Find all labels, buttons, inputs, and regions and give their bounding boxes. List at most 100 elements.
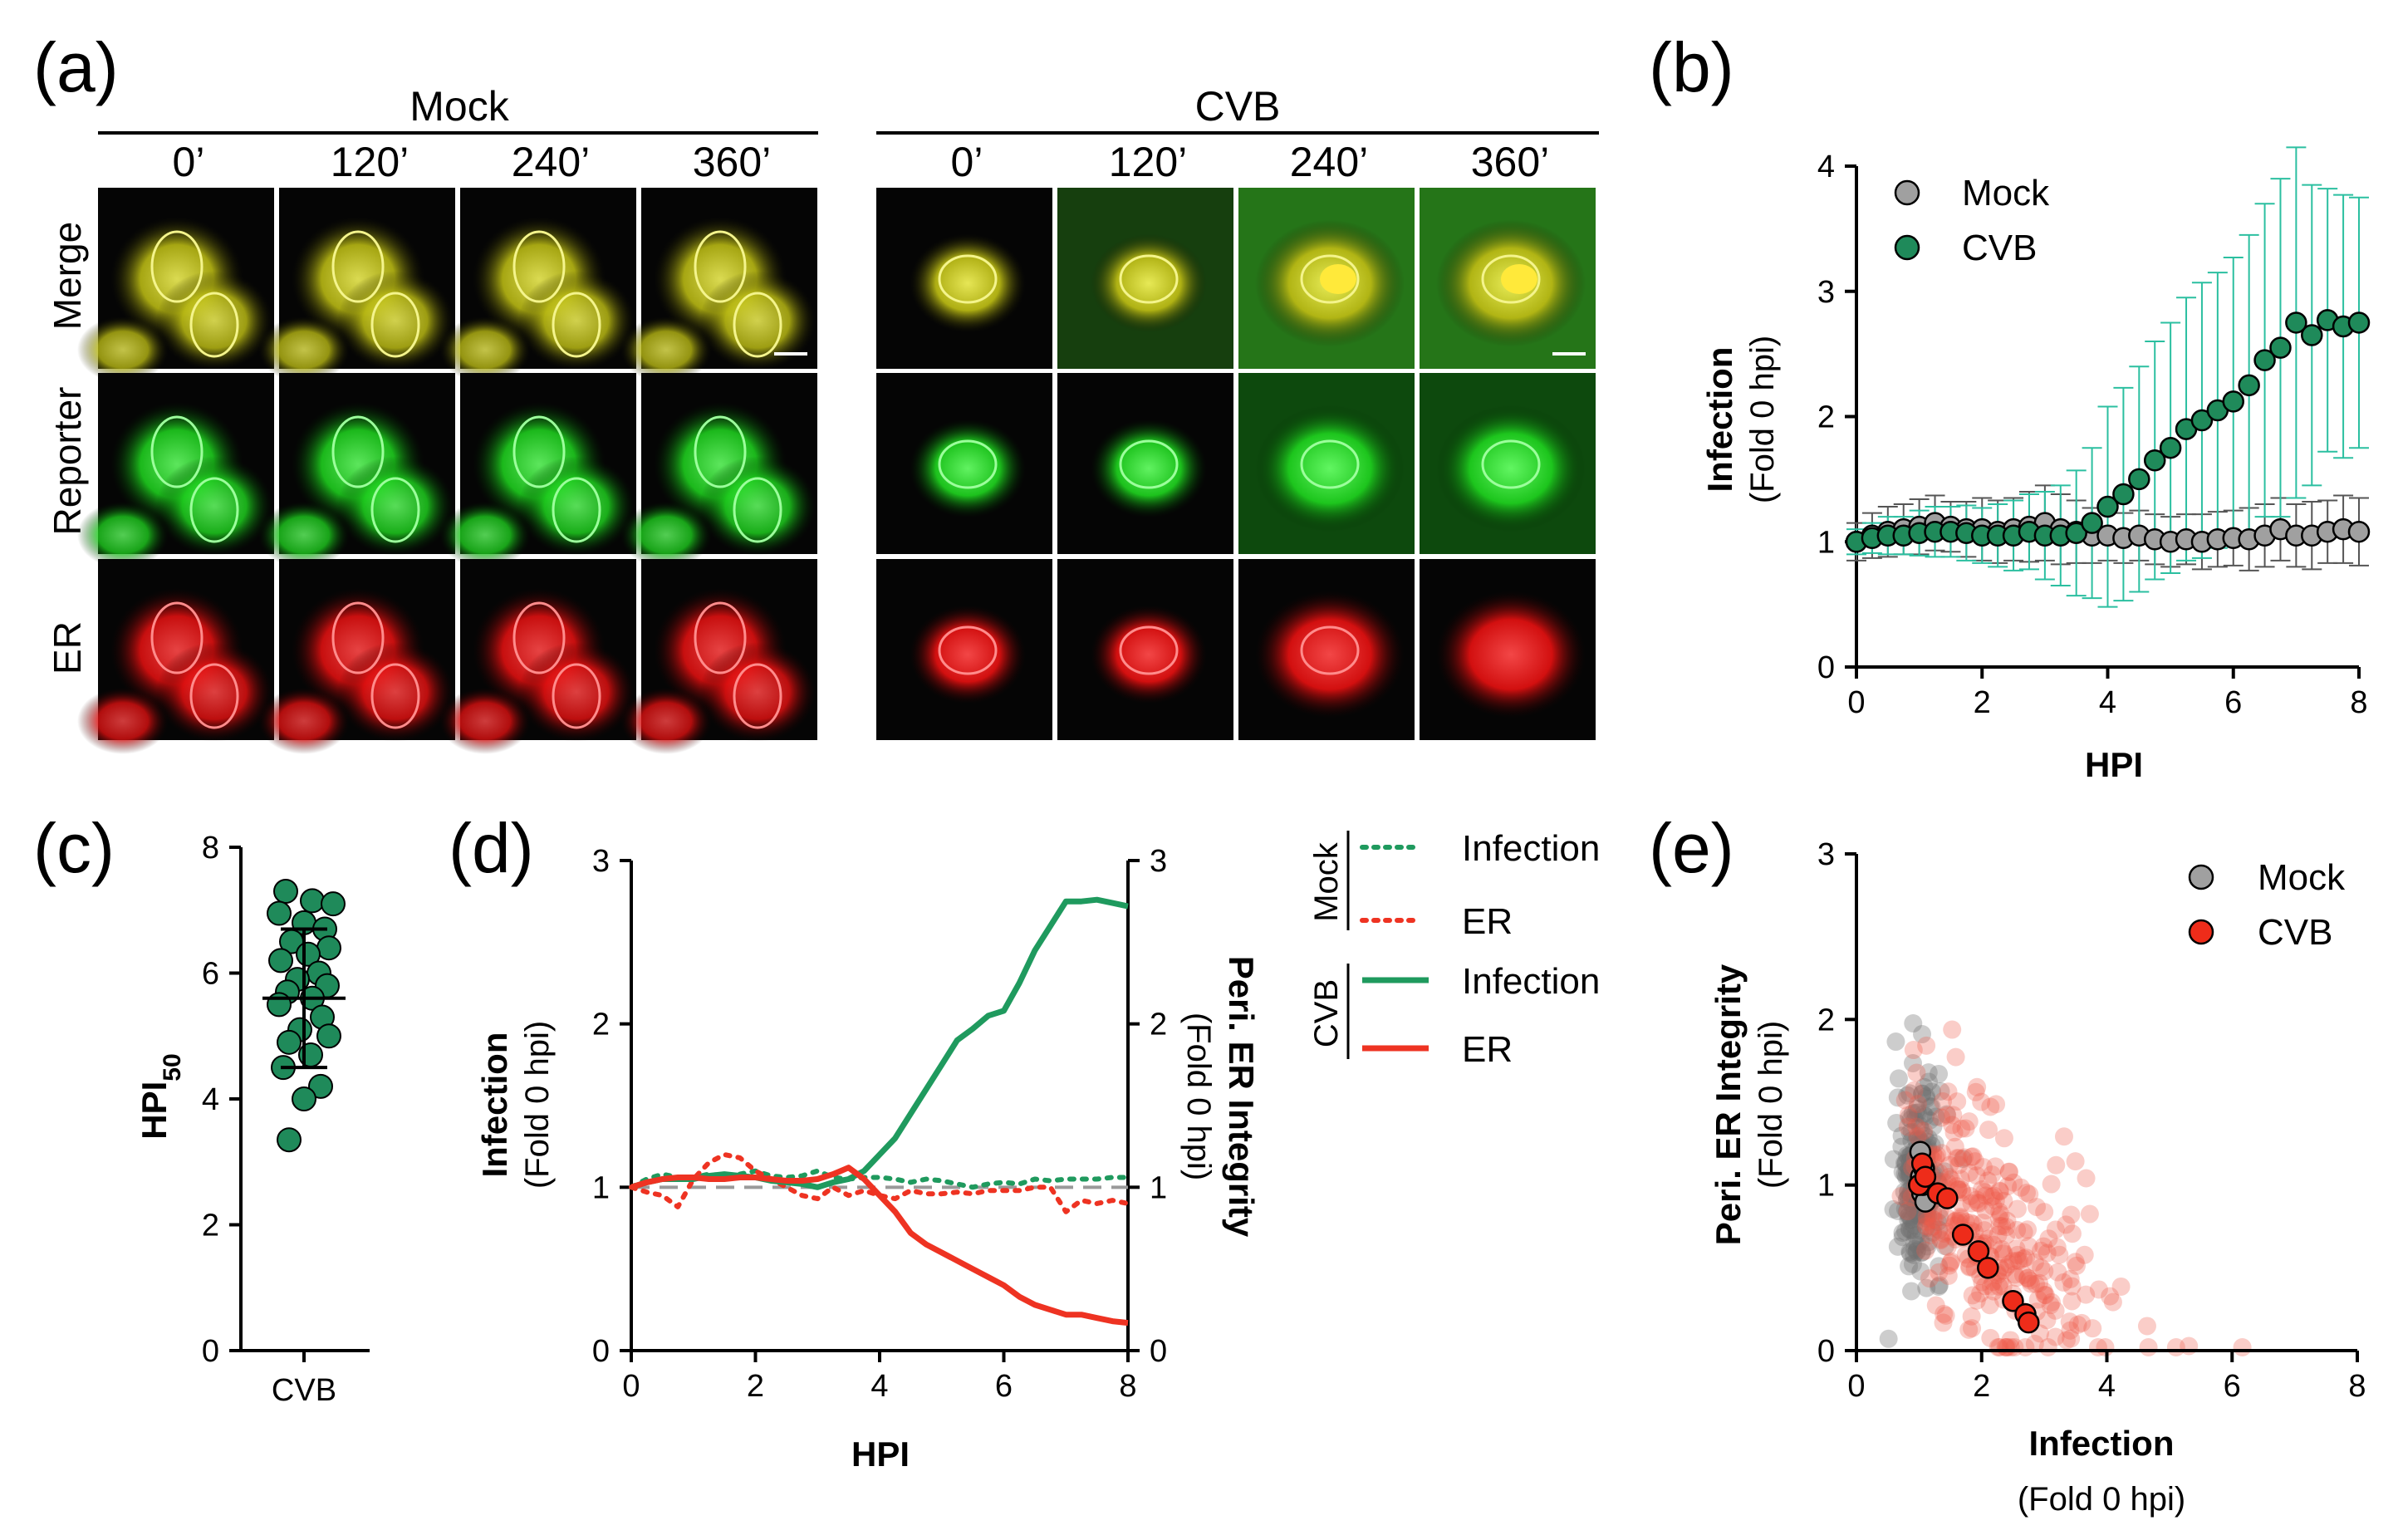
e-cell-point (1939, 1082, 1958, 1101)
e-cell-point (2038, 1311, 2057, 1330)
e-cell-point (2008, 1245, 2028, 1264)
e-cell-point (1924, 1217, 1943, 1236)
e-cell-point (1979, 1121, 1998, 1140)
nucleus-outline (938, 439, 998, 489)
e-cell-point (1896, 1154, 1915, 1173)
micrograph-tile-r1-c3 (620, 373, 817, 568)
b-x-tick-label: 2 (1974, 685, 1991, 720)
e-cell-point (1895, 1222, 1915, 1241)
e-cell-point (2025, 1334, 2044, 1353)
e-cell-point (1913, 1084, 1932, 1103)
d-legend-group-cvb: CVB (1308, 979, 1345, 1047)
e-cell-point (1903, 1254, 1922, 1273)
e-cell-point (2101, 1287, 2120, 1306)
micrograph-tile-r0-c2 (439, 188, 636, 383)
e-cell-point (1926, 1296, 1945, 1315)
c-y-tick-label: 0 (202, 1334, 219, 1369)
e-cell-point (1905, 1233, 1924, 1252)
e-cell-point (1892, 1137, 1911, 1156)
d-legend-cvb-er: ER (1462, 1029, 1513, 1070)
e-legend-marker-mock (2188, 864, 2214, 890)
e-cell-point (1900, 1243, 1920, 1263)
e-cell-point (1919, 1063, 1938, 1082)
cell-body (620, 688, 712, 754)
e-cell-point (1893, 1224, 1912, 1243)
e-cell-point (1984, 1282, 2003, 1301)
c-point (300, 888, 325, 914)
e-cell-point (1916, 1219, 1935, 1238)
d-y-tick-label-right: 2 (1150, 1008, 1167, 1042)
e-cell-point (2016, 1338, 2035, 1357)
e-cell-point (2039, 1229, 2058, 1248)
panel-d: (d) Infection (Fold 0 hpi) Peri. ER Inte… (449, 809, 1600, 1474)
c-point (267, 900, 292, 926)
e-cell-point (1920, 1111, 1939, 1130)
e-x-tick-label: 4 (2098, 1369, 2116, 1404)
e-cell-point (1899, 1211, 1918, 1230)
c-x-tick-label: CVB (272, 1373, 336, 1408)
e-cell-point (1984, 1197, 2003, 1216)
nucleus-outline (1481, 439, 1541, 489)
e-cell-point (1908, 1095, 1927, 1114)
nucleus-outline (1300, 254, 1360, 304)
e-cell-point (1919, 1072, 1938, 1091)
e-cell-point (2036, 1286, 2055, 1305)
e-cell-point (2004, 1173, 2023, 1192)
e-cell-point (2054, 1127, 2073, 1146)
e-cell-point (1895, 1091, 1915, 1110)
nucleus-outline (938, 254, 998, 304)
e-cell-point (2001, 1331, 2020, 1350)
e-cell-point (1997, 1218, 2016, 1237)
e-cell-point (1898, 1202, 1917, 1221)
e-cell-point (1997, 1226, 2016, 1245)
nucleus-outline (331, 601, 385, 674)
e-cell-point (2062, 1329, 2081, 1348)
panel-e: (e) Peri. ER Integrity (Fold 0 hpi) Infe… (1649, 809, 2366, 1518)
e-cell-point (2096, 1338, 2115, 1357)
e-cell-point (1993, 1217, 2012, 1236)
e-cell-point (1999, 1162, 2018, 1181)
e-cell-point (1942, 1252, 1961, 1271)
micrograph-tile-r0-c3 (620, 188, 817, 383)
cell-body (1255, 591, 1405, 719)
cell-body (699, 456, 816, 556)
e-cell-point (2111, 1277, 2131, 1296)
e-cell-point (2020, 1271, 2039, 1290)
cell-body (910, 605, 1026, 704)
micrograph-tile-r2-c5 (1057, 559, 1233, 740)
e-cell-point (1906, 1226, 1925, 1245)
nucleus-outline (938, 625, 998, 675)
nucleus-outline (512, 230, 566, 303)
e-cell-point (2025, 1253, 2044, 1272)
e-cell-point (1986, 1157, 2005, 1176)
e-cell-point (1939, 1266, 1958, 1285)
b-legend-cvb: CVB (1962, 228, 2037, 268)
e-legend-marker-cvb (2188, 919, 2214, 945)
e-cell-point (1921, 1225, 1940, 1244)
b-point-cvb (2190, 409, 2214, 432)
b-xlabel: HPI (2085, 745, 2143, 784)
cell-body (699, 642, 816, 742)
e-cell-point (1974, 1158, 1993, 1177)
e-cell-point (1945, 1137, 1964, 1156)
e-cell-point (1886, 1032, 1905, 1052)
cell-body (910, 233, 1026, 333)
e-cell-point (1908, 1103, 1927, 1122)
e-cell-point (1972, 1092, 1991, 1111)
panel-a: (a) Mock 0’ 120’ 240’ 360’ CVB 0’ 120’ 2… (33, 28, 1599, 754)
e-cell-point (1980, 1296, 1999, 1315)
micrograph-tile-r1-c0 (77, 373, 274, 568)
c-point (268, 948, 293, 974)
e-cell-point (1887, 1113, 1906, 1132)
micrograph-tile-r2-c7 (1420, 559, 1596, 740)
e-xlabel: Infection (2029, 1424, 2175, 1463)
e-cell-point (1996, 1258, 2015, 1277)
e-cell-point (2066, 1152, 2085, 1171)
e-cell-point (1975, 1277, 1994, 1296)
e-cell-point (1993, 1244, 2013, 1263)
e-cell-point (1952, 1119, 1971, 1138)
nucleus-outline (150, 601, 204, 674)
e-cell-point (2018, 1269, 2038, 1288)
e-cell-point (1898, 1086, 1917, 1105)
e-cell-point (1965, 1152, 1984, 1171)
